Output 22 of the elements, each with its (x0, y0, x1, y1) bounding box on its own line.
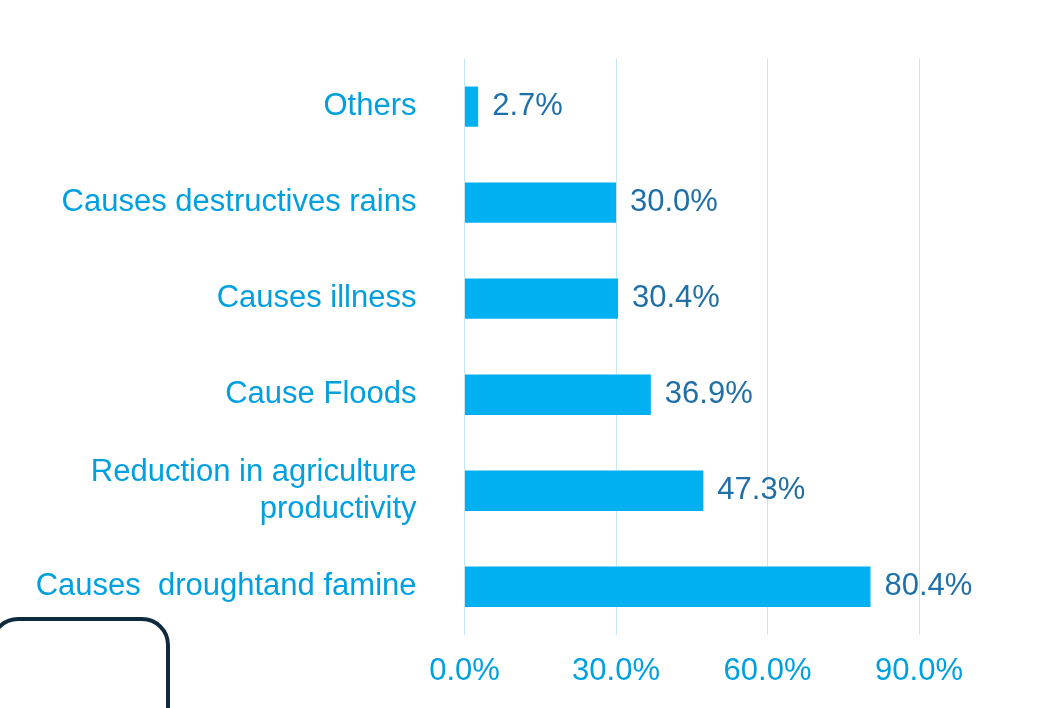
data-label: 47.3% (717, 471, 806, 507)
y-tick-label: Reduction in agriculture productivity (90, 452, 417, 525)
bar (465, 278, 619, 319)
bar (465, 86, 479, 127)
data-label: 30.0% (630, 183, 718, 219)
data-label: 2.7% (492, 87, 563, 123)
y-tick-label: Causes droughtand famine (35, 567, 417, 603)
y-tick-label: Cause Floods (225, 375, 417, 411)
data-label: 36.9% (664, 375, 753, 411)
bar (465, 182, 616, 223)
data-label: 80.4% (884, 567, 973, 603)
y-tick-label: Causes destructives rains (61, 183, 417, 219)
data-label: 30.4% (632, 279, 720, 315)
bar (465, 566, 871, 607)
x-tick-label: 60.0% (723, 651, 812, 687)
y-tick-label: Causes illness (216, 279, 417, 315)
y-tick-label: Others (323, 87, 417, 123)
x-tick-label: 0.0% (429, 651, 500, 687)
x-tick-label: 30.0% (572, 651, 660, 687)
bar (465, 374, 651, 415)
bar (465, 470, 704, 511)
x-tick-label: 90.0% (875, 651, 963, 687)
